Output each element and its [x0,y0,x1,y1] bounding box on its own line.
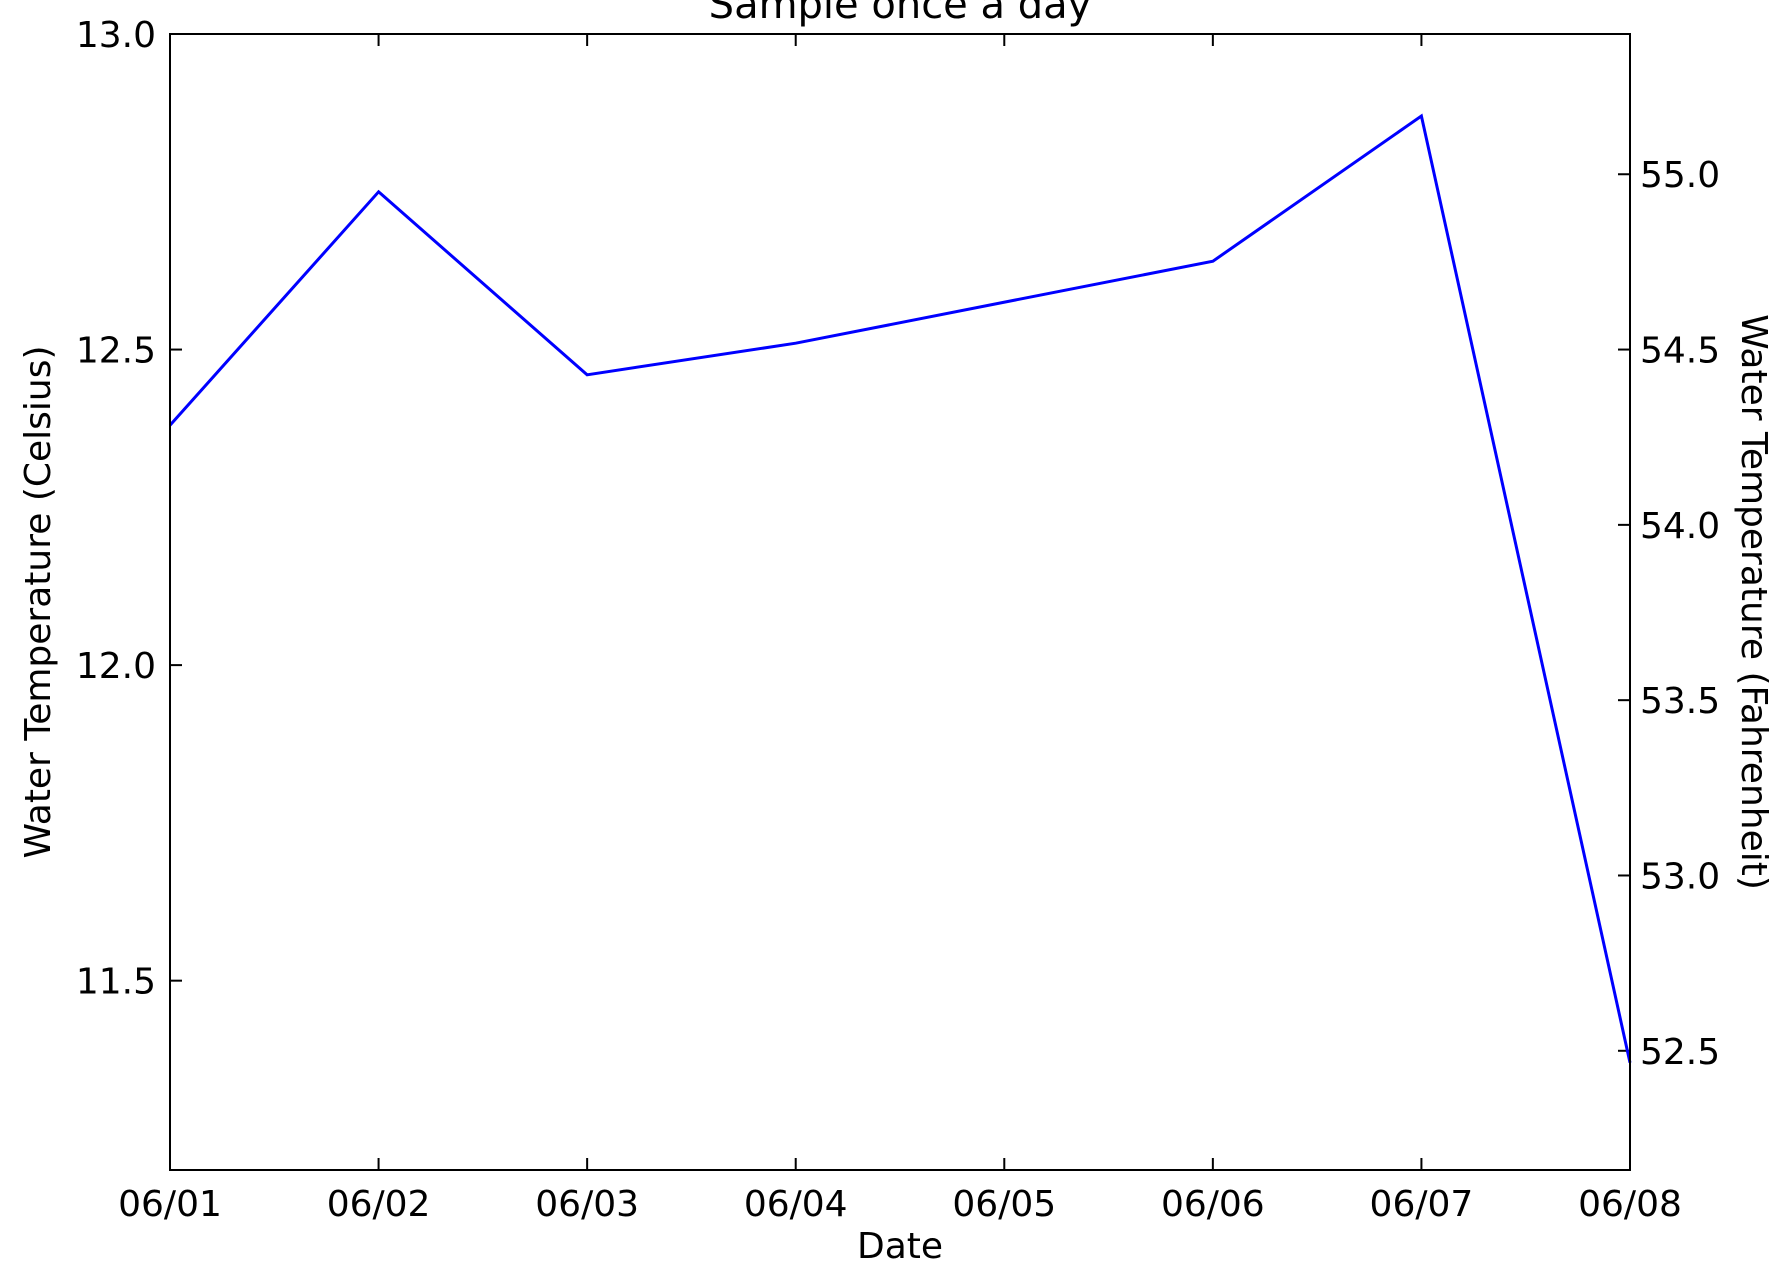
y2-axis-label: Water Temperature (Fahrenheit) [1733,314,1774,890]
y2-tick-label: 55.0 [1640,155,1720,196]
x-tick-label: 06/06 [1161,1184,1265,1225]
x-tick-label: 06/02 [327,1184,431,1225]
ticks-layer: 06/01 06/02 06/03 06/04 06/05 06/06 06/07 06/08… [76,15,1720,1225]
x-tick-label: 06/04 [744,1184,848,1225]
series-line [168,113,1632,1064]
y-tick-label: 12.0 [76,646,156,687]
chart-title: Sample once a day [709,0,1092,28]
y-tick-label: 13.0 [76,15,156,56]
y2-tick-label: 54.0 [1640,506,1720,547]
x-tick-label: 06/01 [118,1184,222,1225]
y-tick-label: 11.5 [76,962,156,1003]
y2-tick-label: 53.0 [1640,856,1720,897]
x-tick-label: 06/05 [952,1184,1056,1225]
y2-tick-label: 54.5 [1640,331,1720,372]
x-tick-label: 06/08 [1578,1184,1682,1225]
x-axis-label: Date [857,1226,943,1267]
series-layer [168,113,1632,1064]
plot-frame [169,33,1631,1171]
plot-area [170,34,1630,1170]
y2-tick-label: 52.5 [1640,1032,1720,1073]
y2-tick-label: 53.5 [1640,681,1720,722]
x-tick-label: 06/07 [1370,1184,1474,1225]
y-tick-label: 12.5 [76,331,156,372]
x-tick-label: 06/03 [535,1184,639,1225]
y-axis-label: Water Temperature (Celsius) [18,345,59,858]
